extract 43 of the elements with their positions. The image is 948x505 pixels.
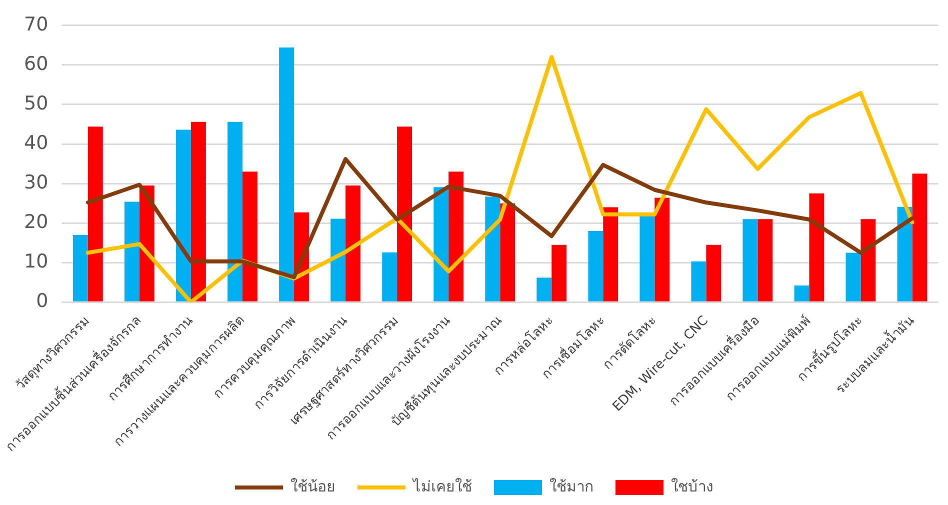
bar — [72, 234, 88, 302]
bar — [552, 244, 567, 302]
y-tick-label: 50 — [24, 92, 48, 114]
bar — [228, 122, 242, 302]
bar — [758, 219, 773, 302]
bar — [654, 198, 670, 302]
bar — [860, 219, 876, 302]
legend-label: ใช้มาก — [550, 477, 594, 496]
bar — [603, 207, 618, 302]
bar — [912, 174, 928, 302]
bar — [588, 230, 604, 302]
bar — [794, 286, 810, 302]
bar — [279, 48, 294, 302]
bar — [124, 202, 140, 302]
bar — [846, 252, 861, 302]
bar — [397, 126, 412, 302]
bar — [500, 203, 516, 302]
bar — [88, 126, 103, 302]
legend-label: ไม่เคยใช้ — [412, 477, 472, 496]
bar — [706, 244, 722, 302]
y-tick-label: 0 — [36, 290, 48, 312]
bar — [448, 172, 464, 302]
bar — [536, 278, 552, 302]
y-tick-label: 40 — [24, 132, 48, 154]
bar — [190, 122, 206, 302]
bar — [640, 214, 655, 302]
bar — [485, 196, 500, 302]
y-tick-label: 70 — [24, 13, 48, 36]
bar — [242, 172, 258, 302]
bar — [346, 186, 360, 302]
legend-label: ใชบ้าง — [671, 477, 713, 496]
legend-label: ใช้น้อย — [290, 477, 336, 496]
bar — [382, 252, 398, 302]
y-tick-label: 30 — [24, 171, 48, 194]
bar — [742, 219, 758, 302]
y-tick-label: 60 — [24, 52, 48, 75]
bar — [330, 218, 346, 302]
bar — [691, 261, 706, 302]
bar — [809, 193, 824, 302]
bar — [176, 130, 191, 302]
bar — [434, 187, 449, 302]
y-tick-label: 10 — [24, 250, 48, 273]
y-tick-label: 20 — [24, 211, 48, 234]
